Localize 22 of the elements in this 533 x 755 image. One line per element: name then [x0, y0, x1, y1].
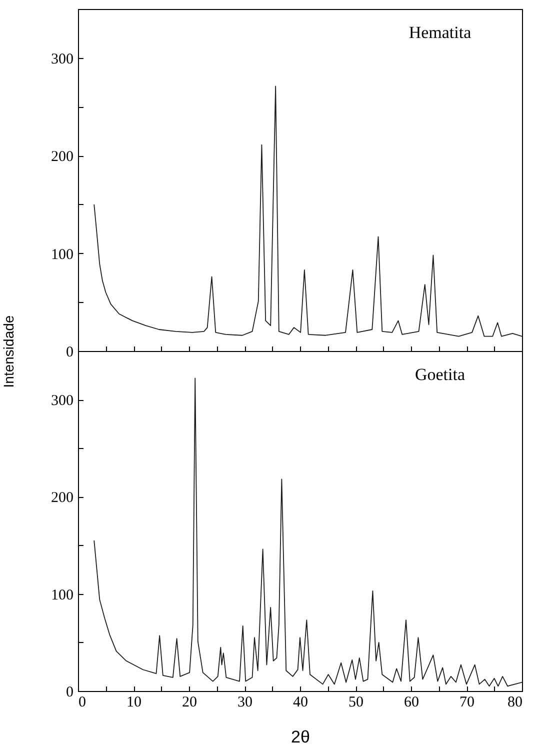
y-tick-label: 300 — [51, 51, 74, 68]
annotation: Goetita — [414, 365, 466, 384]
y-tick-label: 200 — [51, 149, 74, 166]
x-tick-label: 40 — [293, 694, 308, 710]
y-tick-label: 0 — [66, 684, 74, 700]
y-tick-label: 100 — [51, 587, 74, 604]
x-tick-label: 10 — [126, 694, 142, 710]
y-tick-label: 0 — [66, 344, 74, 360]
x-tick-label: 30 — [238, 694, 252, 710]
x-tick-label: 70 — [460, 694, 474, 710]
x-tick-label: 20 — [182, 694, 197, 710]
annotation: Hematita — [408, 23, 472, 42]
y-tick-label: 300 — [51, 393, 74, 410]
x-tick-label: 50 — [348, 694, 364, 710]
x-tick-label: 0 — [78, 694, 86, 710]
line-series — [94, 86, 522, 337]
x-tick-label: 60 — [404, 694, 419, 710]
x-axis-title: 2θ — [291, 728, 310, 746]
y-tick-label: 200 — [51, 490, 74, 506]
x-tick-label: 80 — [508, 694, 522, 710]
y-axis-title: Intensidade — [0, 315, 16, 388]
y-tick-label: 100 — [51, 246, 74, 263]
